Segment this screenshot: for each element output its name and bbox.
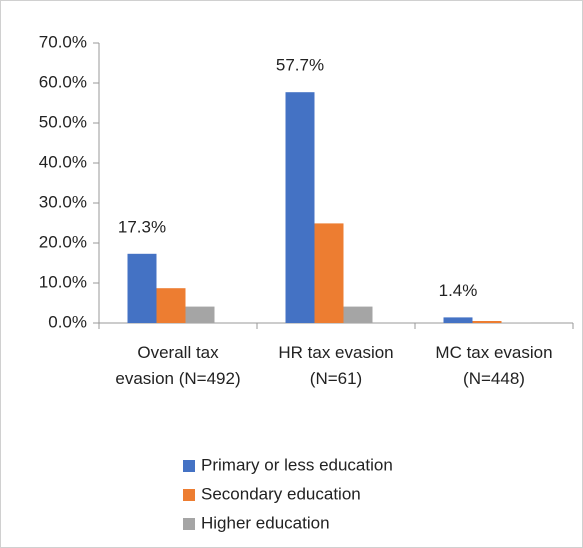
y-tick-label: 30.0% [39,192,87,211]
y-tick-label: 40.0% [39,152,87,171]
x-tick-label: Overall tax evasion (N=492) [115,343,241,388]
legend-label: Secondary education [201,484,361,503]
data-label: 57.7% [276,56,324,75]
bar [285,92,315,323]
legend-label: Higher education [201,513,330,532]
data-label: 17.3% [118,217,166,236]
y-tick-label: 20.0% [39,232,87,251]
y-tick-label: 70.0% [39,32,87,51]
legend-swatch [183,518,195,530]
bar [314,223,344,323]
bar [185,306,215,323]
bar [156,288,186,323]
y-tick-label: 50.0% [39,112,87,131]
legend-swatch [183,489,195,501]
y-tick-label: 60.0% [39,72,87,91]
bar [343,306,373,323]
bar [127,253,157,323]
legend-swatch [183,460,195,472]
y-tick-label: 10.0% [39,272,87,291]
legend-label: Primary or less education [201,455,393,474]
bar [472,321,502,323]
x-tick-label: HR tax evasion (N=61) [278,343,394,388]
data-label: 1.4% [439,281,478,300]
bar [443,317,473,323]
x-tick-label: MC tax evasion (N=448) [435,343,553,388]
y-tick-label: 0.0% [48,312,87,331]
